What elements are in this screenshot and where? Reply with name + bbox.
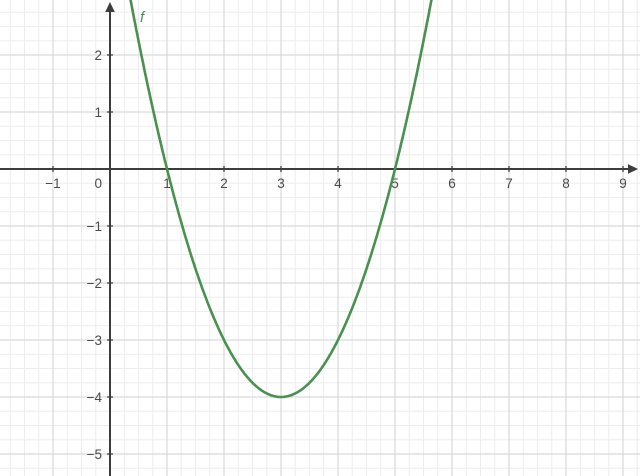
y-tick-label: −4	[87, 390, 103, 405]
y-tick-label: 1	[94, 105, 102, 120]
x-tick-label: 7	[505, 176, 513, 191]
y-tick-label: −1	[87, 219, 102, 234]
function-curve[interactable]	[120, 0, 441, 399]
y-tick-label: −5	[87, 447, 102, 462]
x-tick-label: 8	[562, 176, 570, 191]
x-tick-label: 3	[277, 176, 285, 191]
x-tick-label: 4	[334, 176, 342, 191]
x-tick-label: −1	[45, 176, 60, 191]
y-tick-label: −3	[87, 333, 102, 348]
x-tick-label: 2	[220, 176, 228, 191]
x-tick-label: 6	[448, 176, 456, 191]
x-tick-label: 9	[619, 176, 627, 191]
y-tick-label: −2	[87, 276, 102, 291]
x-tick-label: 5	[391, 176, 399, 191]
x-axis-arrow-icon	[628, 164, 638, 174]
function-label[interactable]: f	[140, 9, 146, 26]
y-tick-label: 2	[94, 48, 102, 63]
origin-label: 0	[94, 176, 102, 191]
y-axis-arrow-icon	[105, 2, 115, 12]
x-tick-label: 1	[163, 176, 171, 191]
